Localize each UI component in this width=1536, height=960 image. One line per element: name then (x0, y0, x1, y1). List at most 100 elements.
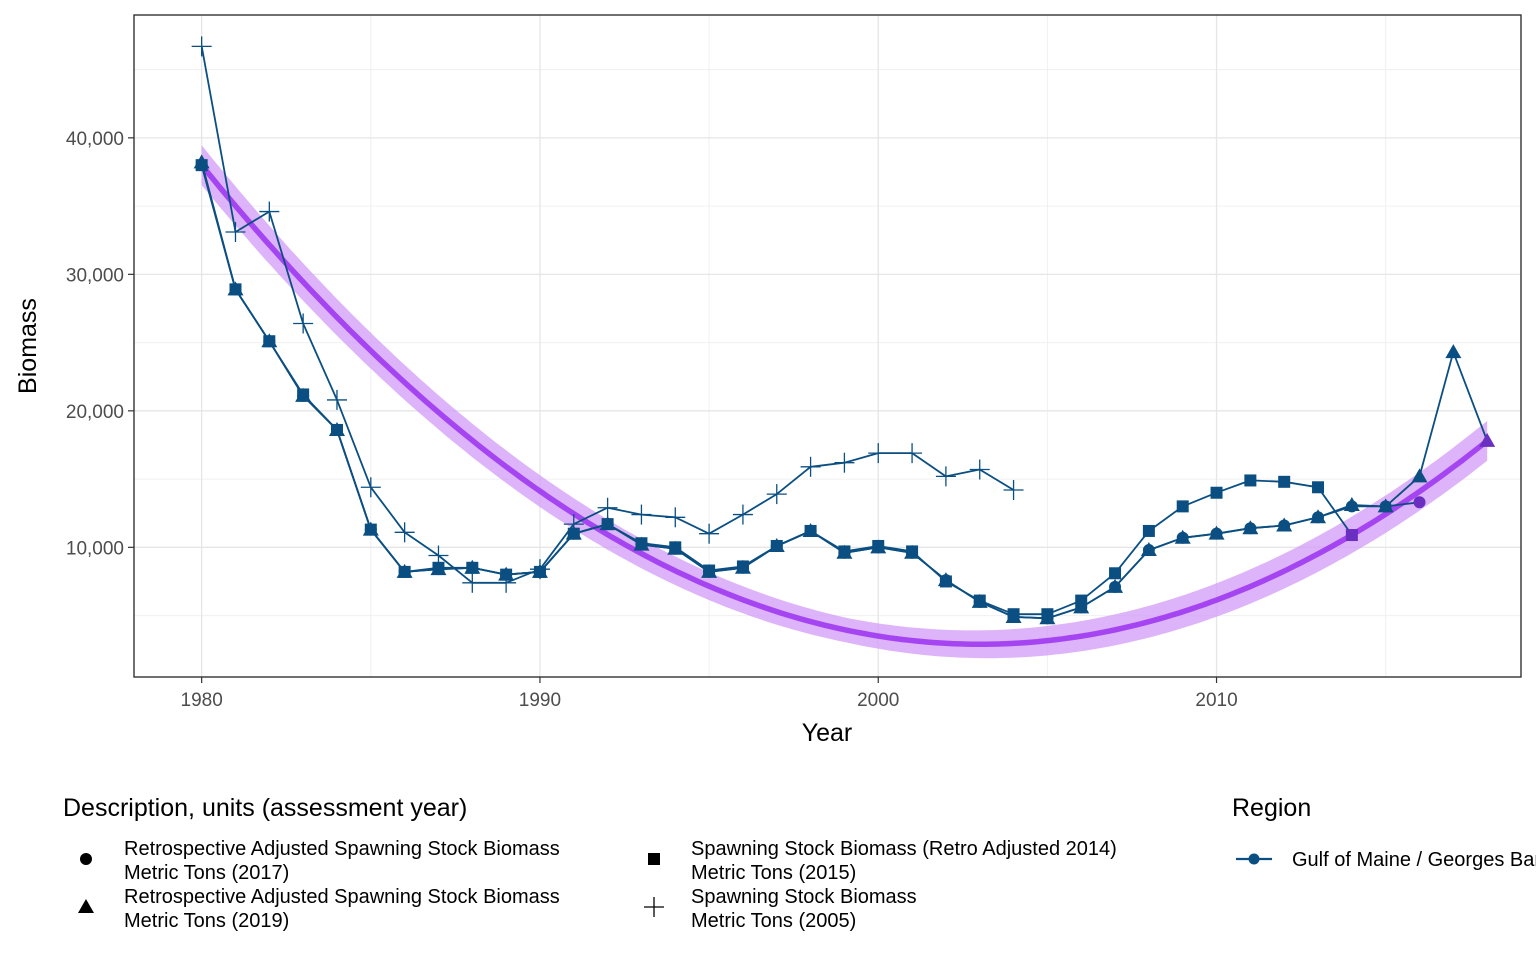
data-point-plus (699, 523, 720, 544)
data-point-square (635, 537, 648, 550)
data-point-square (1176, 500, 1189, 513)
data-point-plus (225, 222, 246, 243)
data-point-square (669, 541, 682, 554)
data-point-plus (496, 572, 517, 593)
data-point-triangle (1276, 517, 1293, 532)
data-point-square (1075, 594, 1088, 607)
data-point-plus (462, 572, 483, 593)
legend-label-line: Metric Tons (2005) (691, 910, 856, 932)
data-point-square (364, 523, 377, 536)
data-point-plus (394, 522, 415, 543)
data-point-plus (529, 559, 550, 580)
data-point-square (872, 539, 885, 552)
data-point-square (1109, 567, 1122, 580)
data-point-plus (665, 507, 686, 528)
series-markers (191, 36, 1496, 625)
data-point-triangle (1140, 542, 1157, 557)
data-point-square (1312, 481, 1325, 494)
x-tick-label: 1980 (181, 690, 223, 711)
y-tick-label: 40,000 (66, 129, 124, 150)
data-point-triangle (1208, 525, 1225, 540)
legend-region-label: Gulf of Maine / Georges Bank (1292, 849, 1536, 871)
data-point-square (703, 564, 716, 577)
legend-key-circle (80, 853, 92, 865)
legend-description-title: Description, units (assessment year) (63, 794, 467, 822)
data-point-triangle (1343, 497, 1360, 512)
x-tick-label: 2010 (1195, 690, 1237, 711)
y-axis-title: Biomass (14, 298, 42, 394)
data-point-plus (191, 36, 212, 57)
data-point-square (466, 561, 479, 574)
x-tick-label: 1990 (519, 690, 561, 711)
data-point-triangle (1479, 432, 1496, 447)
legend-label-line: Metric Tons (2019) (124, 910, 289, 932)
data-point-square (1142, 524, 1155, 537)
data-point-circle (1413, 496, 1426, 509)
x-tick-label: 2000 (857, 690, 899, 711)
data-point-square (736, 560, 749, 573)
data-point-square (906, 545, 919, 558)
legend-key-square (648, 853, 660, 865)
data-point-square (1345, 529, 1358, 542)
legend-key-plus (644, 897, 664, 917)
data-point-square (770, 539, 783, 552)
trend-curve (198, 145, 1490, 659)
legend-description: Description, units (assessment year) Ret… (63, 794, 1117, 932)
legend-label-line: Spawning Stock Biomass (691, 886, 917, 908)
legend-key-triangle (78, 899, 94, 913)
legend-label-line: Retrospective Adjusted Spawning Stock Bi… (124, 838, 560, 860)
data-point-triangle (1377, 498, 1394, 513)
data-point-square (973, 594, 986, 607)
data-point-plus (868, 443, 889, 464)
data-point-plus (800, 456, 821, 477)
data-point-square (263, 335, 276, 348)
data-point-plus (293, 313, 314, 334)
data-point-plus (428, 545, 449, 566)
data-point-plus (969, 459, 990, 480)
data-point-plus (902, 443, 923, 464)
data-point-square (601, 518, 614, 531)
data-point-triangle (1411, 468, 1428, 483)
legend-region-title: Region (1232, 794, 1311, 822)
data-point-triangle (1310, 509, 1327, 524)
data-point-square (1210, 486, 1223, 499)
legend-region: Region Gulf of Maine / Georges Bank (1232, 794, 1536, 871)
data-point-square (195, 159, 208, 172)
data-point-plus (326, 389, 347, 410)
legend-label-line: Metric Tons (2017) (124, 862, 289, 884)
data-point-plus (360, 477, 381, 498)
data-point-triangle (1107, 578, 1124, 593)
data-point-square (297, 388, 310, 401)
data-point-square (1244, 474, 1257, 487)
legend-label-line: Retrospective Adjusted Spawning Stock Bi… (124, 886, 560, 908)
data-point-plus (834, 452, 855, 473)
data-point-square (229, 283, 242, 296)
legend-region-point (1248, 853, 1260, 865)
data-point-square (398, 565, 411, 578)
data-point-plus (1003, 480, 1024, 501)
data-point-plus (563, 514, 584, 535)
data-point-plus (766, 484, 787, 505)
data-point-square (432, 561, 445, 574)
data-point-plus (259, 201, 280, 222)
data-point-square (330, 423, 343, 436)
data-point-square (1278, 475, 1291, 488)
data-point-square (1041, 608, 1054, 621)
legend-item-circle: Retrospective Adjusted Spawning Stock Bi… (80, 838, 560, 884)
data-point-plus (732, 504, 753, 525)
data-point-triangle (1174, 529, 1191, 544)
data-point-triangle (1445, 344, 1462, 359)
legend-label-line: Spawning Stock Biomass (Retro Adjusted 2… (691, 838, 1117, 860)
data-point-plus (935, 466, 956, 487)
data-point-triangle (1242, 520, 1259, 535)
data-point-square (838, 545, 851, 558)
y-tick-label: 10,000 (66, 538, 124, 559)
axes: 10,000 20,000 30,000 40,000 1980 1990 2000 2010 (66, 129, 1238, 711)
data-point-square (804, 524, 817, 537)
data-point-square (939, 575, 952, 588)
legend-item-triangle: Retrospective Adjusted Spawning Stock Bi… (78, 886, 560, 932)
plot-panel-border (133, 14, 1522, 678)
data-point-plus (631, 504, 652, 525)
